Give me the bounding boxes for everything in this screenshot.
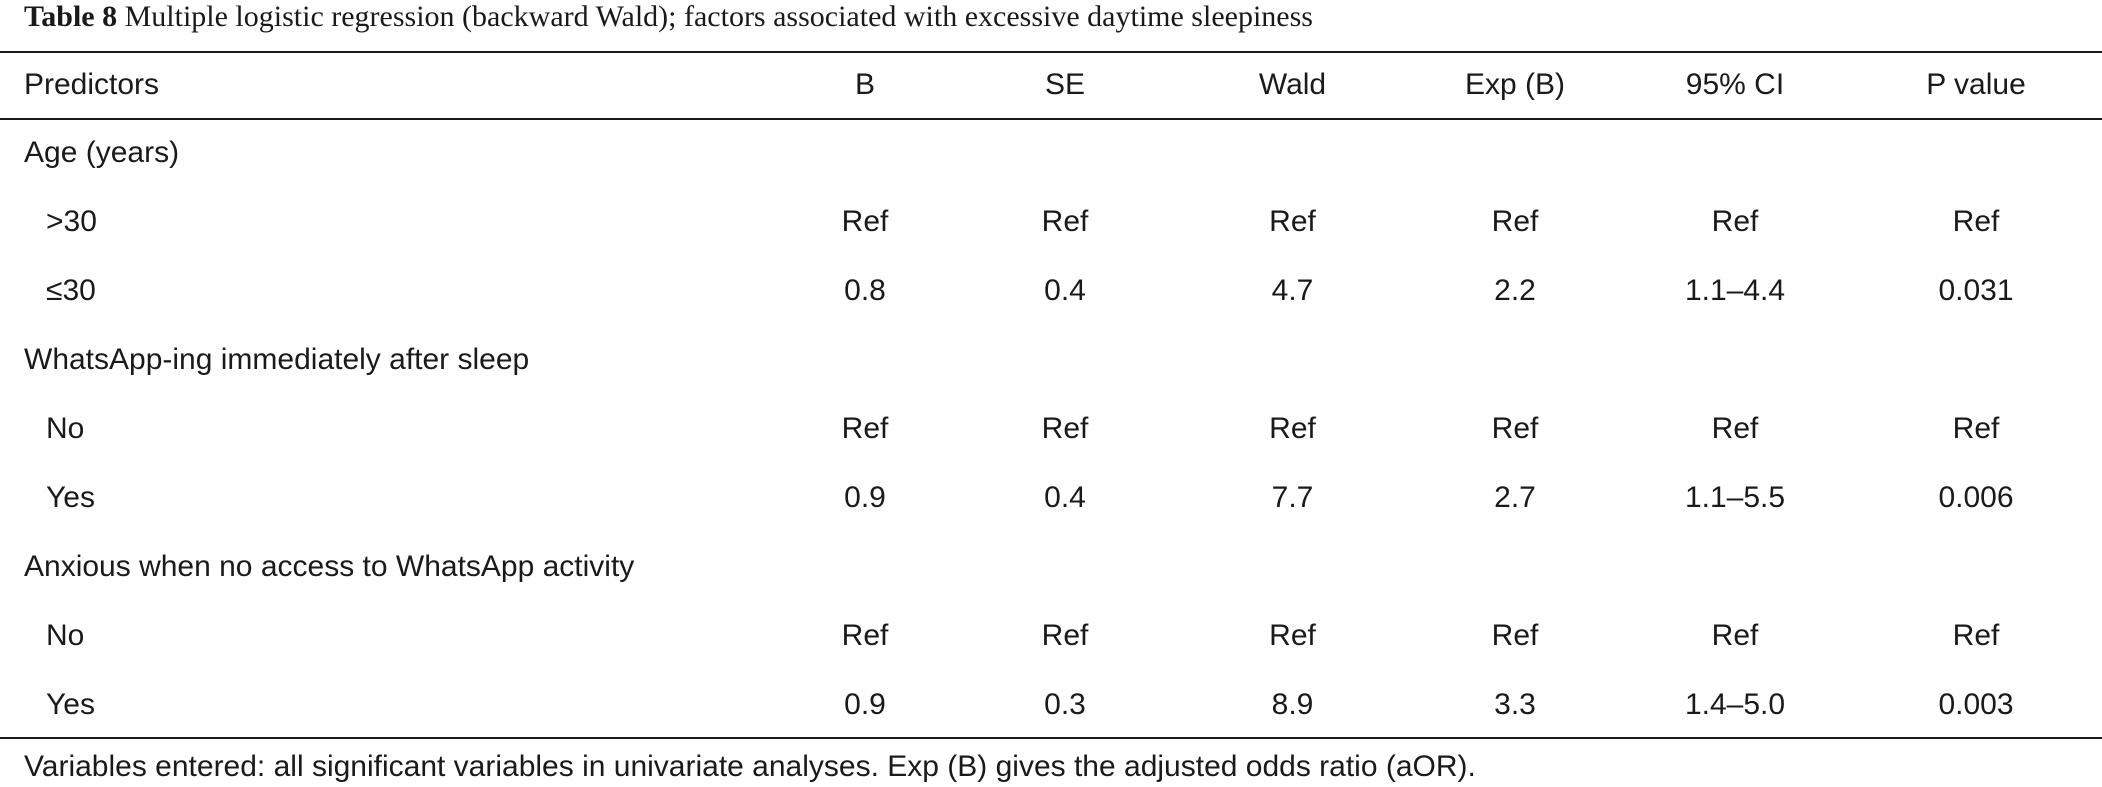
column-header-wald: Wald — [1258, 68, 1327, 101]
cell-exp-b: Ref — [1491, 618, 1539, 652]
group-title: Age (years) — [24, 136, 180, 170]
column-header-predictors: Predictors — [24, 68, 160, 101]
cell-b: 0.9 — [844, 480, 886, 514]
table-row: ≤30 0.8 0.4 4.7 2.2 1.1–4.4 0.031 — [0, 257, 2102, 326]
cell-exp-b: Ref — [1491, 412, 1539, 445]
cell-se: Ref — [1041, 412, 1089, 445]
cell-exp-b: 2.2 — [1494, 274, 1536, 308]
table-header-rule — [0, 118, 2102, 120]
regression-table: Predictors B SE Wald Exp (B) 95% CI P va… — [0, 51, 2102, 739]
cell-b: Ref — [841, 618, 889, 652]
cell-ci: 1.1–4.4 — [1684, 274, 1786, 308]
cell-ci: Ref — [1711, 412, 1759, 445]
cell-p-value: Ref — [1952, 618, 2000, 652]
cell-b: 0.9 — [844, 687, 886, 721]
column-header-ci: 95% CI — [1685, 68, 1785, 101]
cell-wald: Ref — [1269, 205, 1316, 239]
row-label: ≤30 — [46, 274, 96, 308]
cell-exp-b: 3.3 — [1494, 687, 1536, 721]
table-footnote: Variables entered: all significant varia… — [24, 750, 1476, 783]
row-label: Yes — [46, 480, 95, 514]
table-caption-label: Table 8 — [24, 0, 118, 33]
cell-se: 0.4 — [1044, 480, 1086, 514]
cell-exp-b: Ref — [1491, 205, 1539, 239]
cell-b: Ref — [841, 205, 889, 239]
group-title: WhatsApp-ing immediately after sleep — [24, 343, 530, 377]
table-row: No Ref Ref Ref Ref Ref Ref — [0, 395, 2102, 464]
cell-ci: Ref — [1711, 205, 1759, 239]
group-row: Anxious when no access to WhatsApp activ… — [0, 532, 2102, 601]
cell-wald: 7.7 — [1271, 480, 1314, 514]
cell-se: 0.4 — [1044, 274, 1086, 308]
group-row: Age (years) — [0, 119, 2102, 188]
cell-se: Ref — [1041, 205, 1089, 239]
cell-b: Ref — [841, 412, 889, 445]
table-caption: Table 8 Multiple logistic regression (ba… — [24, 0, 1313, 36]
row-label: No — [46, 618, 85, 652]
table-header-row: Predictors B SE Wald Exp (B) 95% CI P va… — [0, 51, 2102, 119]
cell-wald: Ref — [1269, 412, 1316, 445]
column-header-exp-b: Exp (B) — [1464, 68, 1566, 101]
column-header-p-value: P value — [1926, 68, 2026, 101]
row-label: No — [46, 412, 85, 445]
column-header-b: B — [854, 68, 875, 101]
group-row: WhatsApp-ing immediately after sleep — [0, 326, 2102, 395]
group-title: Anxious when no access to WhatsApp activ… — [24, 549, 635, 583]
cell-p-value: 0.006 — [1938, 480, 2014, 514]
cell-ci: Ref — [1711, 618, 1759, 652]
table-row: No Ref Ref Ref Ref Ref Ref — [0, 601, 2102, 670]
cell-p-value: 0.003 — [1938, 687, 2014, 721]
cell-p-value: 0.031 — [1938, 274, 2014, 308]
cell-p-value: Ref — [1952, 412, 2000, 445]
cell-se: Ref — [1041, 618, 1089, 652]
table-row: >30 Ref Ref Ref Ref Ref Ref — [0, 188, 2102, 257]
column-header-se: SE — [1044, 68, 1086, 101]
cell-p-value: Ref — [1952, 205, 2000, 239]
cell-exp-b: 2.7 — [1494, 480, 1536, 514]
cell-ci: 1.4–5.0 — [1684, 687, 1786, 721]
row-label: >30 — [46, 205, 97, 239]
row-label: Yes — [46, 687, 95, 721]
cell-wald: 8.9 — [1271, 687, 1314, 721]
cell-se: 0.3 — [1044, 687, 1086, 721]
cell-ci: 1.1–5.5 — [1684, 480, 1786, 514]
table-bottom-rule — [0, 737, 2102, 739]
table-row: Yes 0.9 0.3 8.9 3.3 1.4–5.0 0.003 — [0, 670, 2102, 739]
cell-b: 0.8 — [844, 274, 886, 308]
cell-wald: 4.7 — [1271, 274, 1314, 308]
table-caption-text: Multiple logistic regression (backward W… — [124, 0, 1313, 33]
cell-wald: Ref — [1269, 618, 1316, 652]
table-row: Yes 0.9 0.4 7.7 2.7 1.1–5.5 0.006 — [0, 463, 2102, 532]
table-top-rule — [0, 51, 2102, 53]
